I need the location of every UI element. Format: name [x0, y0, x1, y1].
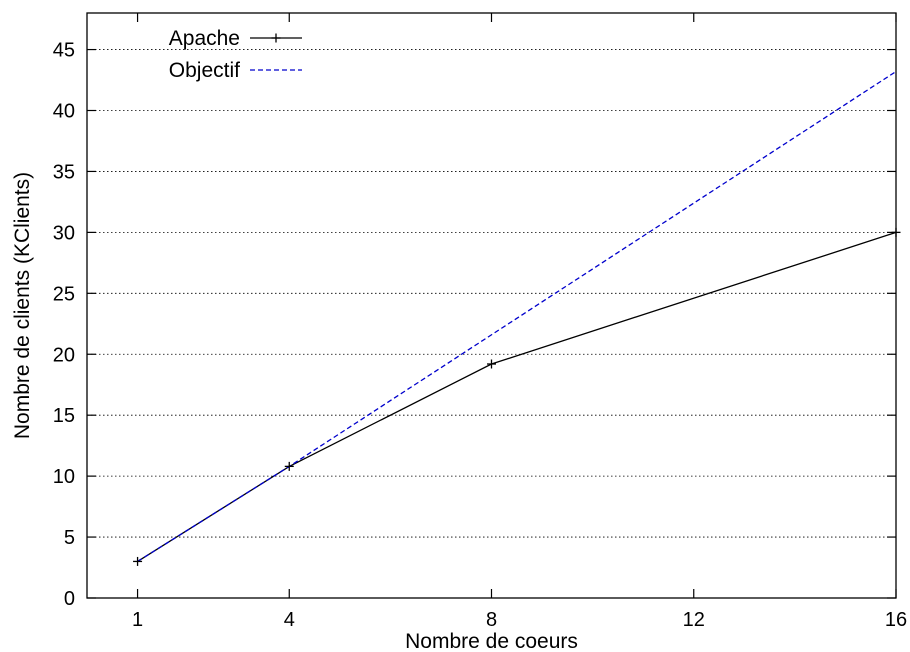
y-tick-label: 35: [53, 161, 75, 183]
legend-label: Apache: [169, 27, 240, 50]
x-tick-label: 12: [683, 609, 705, 631]
plot-frame: [86, 12, 897, 599]
series-line-apache: [137, 231, 897, 562]
axis-ticks: 0 5 10 15 20 25 30 35 40 45 1 4 8 12 16: [53, 13, 907, 631]
data-point-apache: [284, 461, 294, 471]
y-tick-label: 10: [53, 466, 75, 488]
y-axis-label: Nombre de clients (KClients): [11, 172, 34, 439]
series-line-objectif: [137, 70, 897, 562]
series-markers: [133, 227, 901, 566]
legend-label: Objectif: [169, 59, 240, 82]
legend: Apache Objectif: [169, 27, 302, 82]
y-tick-label: 0: [64, 588, 75, 610]
x-tick-label: 16: [885, 609, 907, 631]
y-tick-label: 20: [53, 344, 75, 366]
legend-entry-apache: Apache: [169, 27, 302, 50]
y-tick-label: 5: [64, 527, 75, 549]
data-point-apache: [133, 556, 143, 566]
x-tick-label: 8: [486, 609, 497, 631]
y-tick-label: 15: [53, 405, 75, 427]
y-tick-label: 45: [53, 40, 75, 62]
x-axis-label: Nombre de coeurs: [405, 630, 578, 652]
gridlines: [87, 49, 896, 538]
series-lines: [137, 70, 897, 562]
data-point-apache: [487, 359, 496, 369]
y-tick-label: 30: [53, 222, 75, 244]
x-tick-label: 4: [284, 609, 295, 631]
y-tick-label: 25: [53, 283, 75, 305]
legend-entry-objectif: Objectif: [169, 59, 302, 82]
y-tick-label: 40: [53, 101, 75, 123]
x-tick-label: 1: [132, 609, 143, 631]
